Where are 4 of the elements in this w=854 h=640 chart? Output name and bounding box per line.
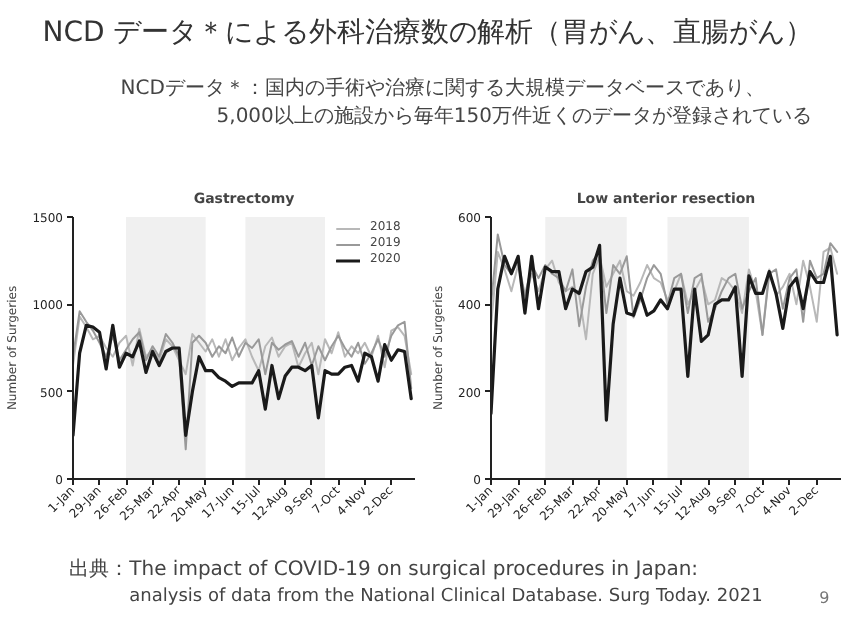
text: NCD データ＊による外科治療数の解析（胃がん、直腸がん） <box>42 16 814 49</box>
text: 9 <box>819 589 830 608</box>
text: NCDデータ＊：国内の手術や治療に関する大規模データベースであり、 5,000以上の施設から毎年150万件近くのデータが登録されている <box>120 76 812 129</box>
source-note: 出典：The impact of COVID-19 on surgical procedures in Japan: analysis of data from the National Clinical Database. Surg Today. 2021 <box>69 557 763 608</box>
